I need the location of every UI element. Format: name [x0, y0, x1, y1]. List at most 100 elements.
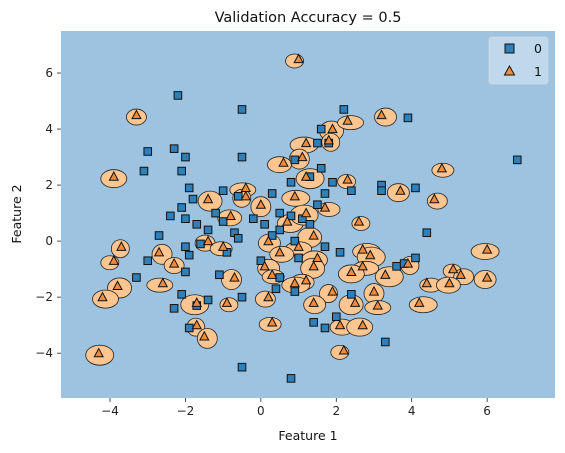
point-class-1: [202, 235, 214, 246]
legend-label-0: 0: [534, 41, 542, 56]
point-class-1: [266, 269, 278, 279]
point-class-1: [266, 316, 278, 327]
point-class-0: [237, 362, 247, 372]
point-class-0: [290, 287, 300, 296]
point-class-1: [372, 299, 383, 310]
point-class-0: [177, 290, 186, 299]
point-class-1: [112, 280, 123, 291]
point-class-0: [181, 242, 190, 252]
point-class-0: [347, 186, 356, 195]
point-class-0: [313, 200, 322, 209]
point-class-0: [203, 295, 213, 305]
point-class-0: [169, 144, 179, 153]
points-layer: [93, 53, 522, 383]
point-class-1: [108, 171, 120, 181]
point-class-1: [225, 210, 236, 221]
point-class-0: [249, 214, 258, 224]
point-class-0: [143, 256, 153, 266]
point-class-1: [93, 347, 104, 358]
point-class-1: [278, 157, 289, 167]
point-class-0: [184, 323, 194, 333]
point-class-0: [286, 374, 296, 383]
point-class-1: [342, 114, 353, 125]
point-class-0: [184, 183, 194, 193]
point-class-1: [357, 260, 368, 271]
x-tick-label: 0: [257, 404, 265, 418]
point-class-0: [192, 220, 202, 229]
point-class-1: [414, 297, 425, 307]
point-class-0: [377, 186, 386, 195]
legend-label-1: 1: [534, 64, 542, 79]
point-class-1: [323, 134, 334, 145]
point-class-1: [240, 190, 252, 201]
point-class-0: [290, 155, 300, 165]
point-class-0: [237, 292, 247, 302]
point-class-1: [481, 271, 493, 282]
point-class-0: [286, 177, 296, 187]
y-tick-label: 4: [45, 122, 53, 136]
y-tick-label: 2: [45, 178, 53, 192]
x-tick-label: −2: [177, 404, 195, 418]
point-class-1: [300, 274, 312, 285]
point-class-0: [203, 225, 213, 235]
point-class-0: [411, 183, 420, 193]
point-class-1: [444, 277, 455, 288]
point-class-1: [334, 319, 346, 330]
point-class-0: [275, 225, 285, 235]
point-class-1: [312, 252, 323, 263]
point-class-0: [316, 163, 326, 173]
point-class-0: [139, 166, 149, 176]
point-class-1: [402, 257, 414, 268]
point-class-0: [422, 228, 432, 238]
point-class-0: [233, 191, 243, 201]
point-class-0: [392, 262, 401, 271]
y-tick-label: 6: [45, 66, 53, 80]
point-class-0: [320, 189, 330, 198]
point-class-0: [403, 113, 413, 123]
point-class-0: [267, 189, 277, 198]
point-class-0: [320, 242, 330, 252]
point-class-0: [188, 194, 198, 204]
point-class-1: [221, 297, 233, 307]
point-class-0: [316, 124, 326, 134]
point-class-1: [157, 277, 169, 288]
point-class-0: [215, 270, 224, 280]
point-class-0: [411, 253, 420, 263]
point-class-1: [191, 319, 202, 330]
chart-title: Validation Accuracy = 0.5: [215, 10, 402, 26]
point-class-1: [289, 277, 301, 288]
point-class-1: [297, 151, 308, 162]
point-class-1: [282, 215, 293, 226]
point-class-0: [275, 273, 285, 282]
point-class-1: [274, 246, 285, 257]
point-class-0: [260, 220, 269, 229]
point-class-1: [202, 193, 214, 204]
point-class-0: [305, 220, 315, 229]
x-axis-label: Feature 1: [278, 428, 337, 443]
point-class-1: [342, 173, 353, 184]
point-class-0: [294, 253, 303, 263]
point-class-1: [368, 285, 380, 296]
point-class-0: [335, 248, 345, 257]
point-class-1: [436, 162, 448, 173]
point-class-1: [229, 271, 240, 282]
point-class-0: [512, 155, 522, 165]
point-class-0: [173, 91, 183, 100]
x-tick-label: 2: [332, 404, 340, 418]
point-class-1: [116, 241, 127, 251]
point-class-0: [143, 147, 153, 156]
y-tick-label: 0: [45, 234, 53, 248]
y-axis-label: Feature 2: [9, 184, 24, 243]
legend-marker-triangle-icon: [503, 64, 516, 76]
point-class-1: [346, 266, 357, 277]
point-class-1: [308, 260, 319, 271]
point-class-1: [255, 199, 267, 209]
point-class-1: [308, 297, 319, 307]
point-class-1: [259, 260, 270, 271]
point-class-1: [455, 269, 466, 279]
point-class-1: [300, 137, 312, 148]
point-class-1: [481, 243, 493, 254]
point-class-1: [395, 185, 406, 195]
point-class-0: [347, 290, 356, 299]
